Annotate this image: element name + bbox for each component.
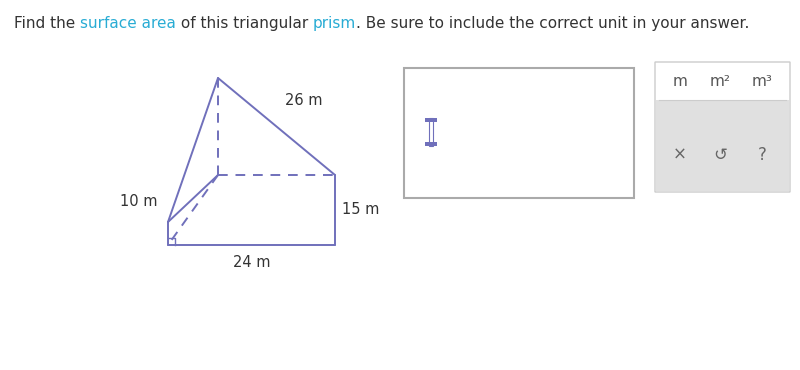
Bar bbox=[425, 118, 437, 122]
Text: of this triangular: of this triangular bbox=[176, 16, 313, 31]
Text: ×: × bbox=[673, 146, 687, 164]
Text: m³: m³ bbox=[751, 74, 773, 90]
Text: m²: m² bbox=[710, 74, 730, 90]
Bar bbox=[429, 118, 433, 146]
FancyBboxPatch shape bbox=[656, 100, 789, 191]
Text: Find the: Find the bbox=[14, 16, 80, 31]
Text: prism: prism bbox=[313, 16, 356, 31]
Text: m: m bbox=[673, 74, 687, 90]
Text: 15 m: 15 m bbox=[342, 202, 379, 218]
Text: 10 m: 10 m bbox=[119, 195, 157, 209]
FancyBboxPatch shape bbox=[655, 62, 790, 192]
Bar bbox=[425, 142, 437, 146]
Text: ?: ? bbox=[758, 146, 766, 164]
Text: 24 m: 24 m bbox=[234, 255, 270, 270]
Text: 26 m: 26 m bbox=[285, 93, 322, 108]
Text: surface area: surface area bbox=[80, 16, 176, 31]
Text: ↺: ↺ bbox=[713, 146, 727, 164]
Text: . Be sure to include the correct unit in your answer.: . Be sure to include the correct unit in… bbox=[356, 16, 750, 31]
Bar bbox=[404, 68, 634, 198]
